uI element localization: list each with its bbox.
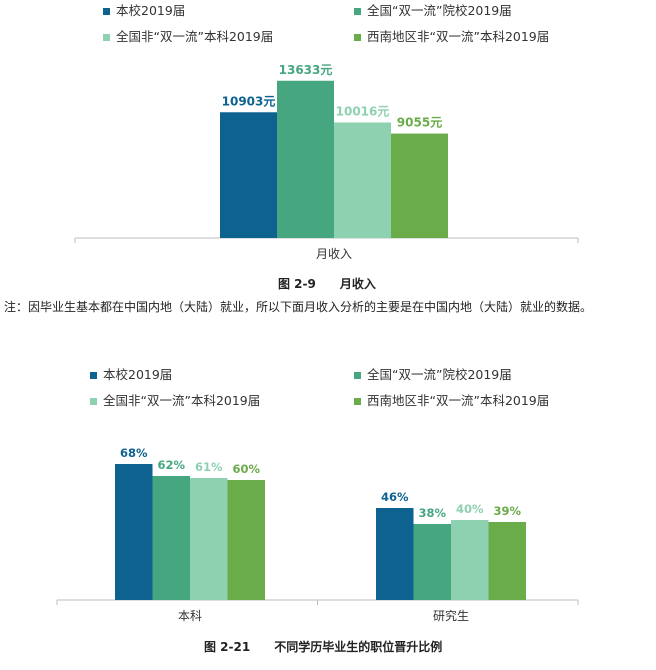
legend-label: 本校2019届: [116, 3, 185, 18]
legend-swatch: [354, 34, 361, 41]
category-label: 研究生: [433, 608, 469, 623]
legend-item: 全国“双一流”院校2019届: [354, 367, 512, 382]
legend-label: 全国“双一流”院校2019届: [367, 3, 512, 18]
bar: [488, 522, 526, 600]
legend-item: 西南地区非“双一流”本科2019届: [354, 393, 549, 408]
figure-caption: 图 2-21 不同学历毕业生的职位晋升比例: [204, 639, 442, 654]
legend-swatch: [90, 372, 97, 379]
category-label: 本科: [178, 609, 202, 623]
bar: [190, 478, 228, 600]
legend-swatch: [354, 372, 361, 379]
bar: [152, 476, 190, 600]
legend-item: 全国“双一流”院校2019届: [354, 3, 512, 18]
bar: [334, 122, 391, 238]
footnote: 注：因毕业生基本都在中国内地（大陆）就业，所以下面月收入分析的主要是在中国内地（…: [4, 300, 593, 314]
data-label: 39%: [493, 504, 521, 518]
legend-swatch: [90, 398, 97, 405]
legend-item: 全国非“双一流”本科2019届: [90, 393, 260, 408]
data-label: 40%: [456, 502, 484, 516]
legend-label: 全国“双一流”院校2019届: [367, 367, 512, 382]
legend-item: 西南地区非“双一流”本科2019届: [354, 29, 549, 44]
data-label: 61%: [195, 460, 223, 474]
legend-label: 全国非“双一流”本科2019届: [103, 393, 260, 408]
data-label: 10903元: [222, 94, 276, 108]
bar: [451, 520, 489, 600]
category-label: 月收入: [316, 247, 352, 261]
data-label: 9055元: [397, 116, 442, 130]
legend-label: 全国非“双一流”本科2019届: [116, 29, 273, 44]
data-label: 46%: [381, 490, 409, 504]
bar: [376, 508, 414, 600]
bar: [277, 80, 334, 238]
legend-swatch: [103, 34, 110, 41]
legend-swatch: [354, 8, 361, 15]
bar: [227, 480, 265, 600]
legend-label: 本校2019届: [103, 367, 172, 382]
figure-caption: 图 2-9 月收入: [278, 276, 376, 291]
bar: [220, 112, 277, 238]
data-label: 13633元: [279, 63, 333, 77]
legend-label: 西南地区非“双一流”本科2019届: [367, 29, 549, 44]
bar: [413, 524, 451, 600]
legend-item: 全国非“双一流”本科2019届: [103, 29, 273, 44]
legend-item: 本校2019届: [103, 3, 185, 18]
data-label: 62%: [157, 458, 185, 472]
data-label: 68%: [120, 446, 148, 460]
legend-swatch: [103, 8, 110, 15]
legend-item: 本校2019届: [90, 367, 172, 382]
legend-label: 西南地区非“双一流”本科2019届: [367, 393, 549, 408]
data-label: 38%: [418, 506, 446, 520]
data-label: 10016元: [336, 104, 390, 118]
bar: [115, 464, 153, 600]
data-label: 60%: [232, 462, 260, 476]
bar: [391, 133, 448, 238]
legend-swatch: [354, 398, 361, 405]
